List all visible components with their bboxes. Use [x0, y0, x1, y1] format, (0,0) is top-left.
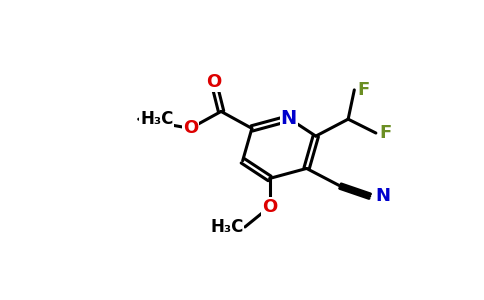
Text: H₃C: H₃C	[210, 218, 243, 236]
Text: F: F	[379, 124, 391, 142]
Text: O: O	[207, 73, 222, 91]
Text: O: O	[262, 198, 277, 216]
Text: H₃C: H₃C	[140, 110, 174, 128]
Text: O: O	[182, 119, 198, 137]
Text: N: N	[281, 109, 297, 128]
Text: F: F	[357, 81, 370, 99]
Text: N: N	[376, 187, 391, 205]
